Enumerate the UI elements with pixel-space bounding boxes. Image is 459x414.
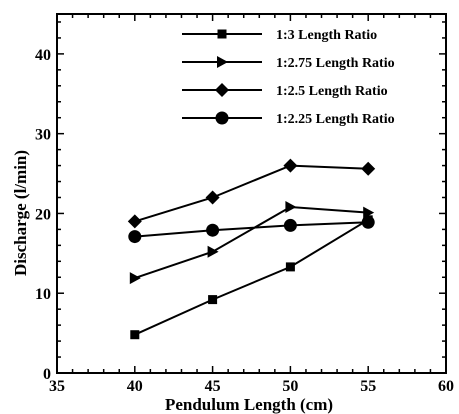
legend-entry: 1:2.75 Length Ratio bbox=[182, 56, 395, 71]
x-tick-label: 55 bbox=[360, 378, 376, 395]
circle-marker bbox=[283, 218, 297, 232]
y-tick-label: 20 bbox=[35, 206, 51, 223]
x-tick-label: 45 bbox=[205, 378, 221, 395]
legend-entry: 1:2.25 Length Ratio bbox=[182, 111, 395, 127]
triangle-marker bbox=[129, 272, 141, 285]
square-marker bbox=[208, 295, 218, 305]
series-3 bbox=[127, 158, 376, 229]
square-marker bbox=[130, 330, 140, 340]
triangle-marker bbox=[285, 201, 297, 214]
y-tick-label: 10 bbox=[35, 286, 51, 303]
series-line bbox=[134, 218, 369, 336]
circle-marker bbox=[206, 223, 220, 237]
axes: 35 40 45 50 55 60 0 10 20 30 40 bbox=[35, 13, 454, 395]
series-layer bbox=[127, 158, 376, 340]
legend-entry: 1:2.5 Length Ratio bbox=[182, 83, 388, 99]
square-marker bbox=[285, 262, 295, 272]
legend-label: 1:2.25 Length Ratio bbox=[276, 112, 395, 127]
y-tick-label: 30 bbox=[35, 127, 51, 144]
x-tick-label: 40 bbox=[127, 378, 143, 395]
series-2 bbox=[129, 201, 375, 285]
diamond-marker bbox=[205, 190, 220, 205]
triangle-marker bbox=[217, 56, 228, 68]
diamond-marker bbox=[361, 161, 376, 176]
legend-label: 1:3 Length Ratio bbox=[276, 28, 377, 43]
x-tick-label: 35 bbox=[49, 378, 65, 395]
triangle-marker bbox=[363, 206, 375, 219]
legend-label: 1:2.5 Length Ratio bbox=[276, 84, 388, 99]
legend: 1:3 Length Ratio 1:2.75 Length Ratio 1:2.5… bbox=[182, 28, 395, 127]
x-tick-label: 60 bbox=[438, 378, 454, 395]
triangle-marker bbox=[207, 245, 219, 258]
plot-frame bbox=[56, 13, 447, 374]
y-axis-title: Discharge (l/min) bbox=[11, 150, 30, 276]
legend-entry: 1:3 Length Ratio bbox=[182, 28, 377, 43]
y-tick-label: 0 bbox=[43, 366, 51, 383]
diamond-marker bbox=[283, 158, 298, 173]
x-axis-title: Pendulum Length (cm) bbox=[165, 395, 333, 414]
diamond-marker bbox=[127, 214, 142, 229]
circle-marker bbox=[361, 215, 375, 229]
circle-marker bbox=[128, 230, 142, 244]
x-tick-label: 50 bbox=[282, 378, 298, 395]
legend-label: 1:2.75 Length Ratio bbox=[276, 56, 395, 71]
y-tick-label: 40 bbox=[35, 47, 51, 64]
circle-marker bbox=[215, 111, 229, 125]
series-line bbox=[134, 206, 369, 280]
square-marker bbox=[217, 29, 227, 39]
series-line bbox=[134, 221, 369, 238]
series-4 bbox=[128, 215, 375, 244]
diamond-marker bbox=[215, 83, 229, 97]
series-line bbox=[134, 164, 369, 223]
